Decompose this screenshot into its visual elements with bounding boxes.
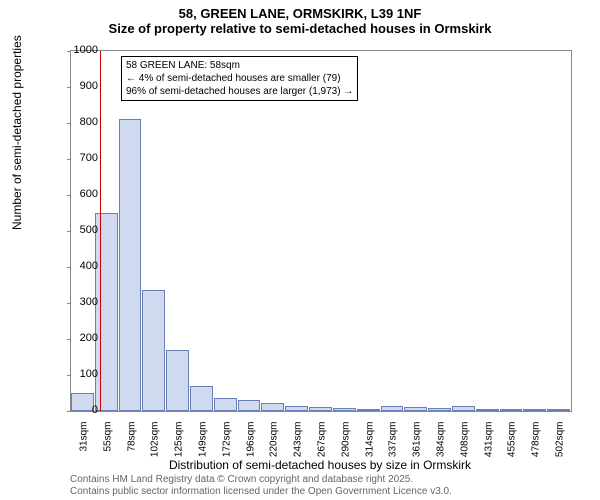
annotation-line2: ← 4% of semi-detached houses are smaller… — [126, 72, 353, 85]
footer-line2: Contains public sector information licen… — [70, 486, 452, 498]
x-tick-label: 384sqm — [436, 422, 447, 462]
y-tick-label: 200 — [58, 332, 98, 344]
y-tick-label: 600 — [58, 188, 98, 200]
histogram-bar — [452, 406, 475, 411]
x-tick-label: 502sqm — [555, 422, 566, 462]
x-axis-label: Distribution of semi-detached houses by … — [70, 458, 570, 472]
histogram-bar — [500, 409, 523, 411]
histogram-bar — [547, 409, 570, 411]
x-tick-label: 455sqm — [507, 422, 518, 462]
histogram-bar — [261, 403, 284, 411]
x-tick-label: 102sqm — [150, 422, 161, 462]
histogram-bar — [476, 409, 499, 411]
y-tick-label: 800 — [58, 116, 98, 128]
y-tick-label: 900 — [58, 80, 98, 92]
histogram-bar — [214, 398, 237, 411]
x-tick-label: 125sqm — [174, 422, 185, 462]
x-tick-label: 314sqm — [364, 422, 375, 462]
plot-area: 58 GREEN LANE: 58sqm ← 4% of semi-detach… — [70, 50, 572, 412]
histogram-bar — [357, 409, 380, 411]
footer-line1: Contains HM Land Registry data © Crown c… — [70, 474, 452, 486]
chart-subtitle: Size of property relative to semi-detach… — [0, 21, 600, 40]
x-tick-label: 172sqm — [221, 422, 232, 462]
histogram-bar — [190, 386, 213, 411]
x-tick-label: 55sqm — [102, 422, 113, 462]
y-axis-label: Number of semi-detached properties — [10, 35, 24, 230]
histogram-bar — [95, 213, 118, 411]
footer-text: Contains HM Land Registry data © Crown c… — [70, 474, 452, 498]
histogram-bar — [381, 406, 404, 411]
y-tick-label: 1000 — [58, 44, 98, 56]
annotation-line3: 96% of semi-detached houses are larger (… — [126, 85, 353, 98]
x-tick-label: 478sqm — [531, 422, 542, 462]
x-tick-label: 408sqm — [459, 422, 470, 462]
x-tick-label: 267sqm — [317, 422, 328, 462]
x-tick-label: 149sqm — [197, 422, 208, 462]
x-tick-label: 196sqm — [245, 422, 256, 462]
x-tick-label: 31sqm — [78, 422, 89, 462]
chart-title: 58, GREEN LANE, ORMSKIRK, L39 1NF — [0, 0, 600, 21]
y-tick-label: 300 — [58, 296, 98, 308]
y-tick-label: 0 — [58, 404, 98, 416]
histogram-bar — [166, 350, 189, 411]
chart-container: 58, GREEN LANE, ORMSKIRK, L39 1NF Size o… — [0, 0, 600, 500]
annotation-box: 58 GREEN LANE: 58sqm ← 4% of semi-detach… — [121, 56, 358, 101]
histogram-bar — [523, 409, 546, 411]
histogram-bar — [119, 119, 142, 411]
y-tick-label: 400 — [58, 260, 98, 272]
histogram-bar — [238, 400, 261, 411]
x-tick-label: 337sqm — [388, 422, 399, 462]
reference-line — [100, 51, 101, 411]
annotation-line1: 58 GREEN LANE: 58sqm — [126, 59, 353, 72]
histogram-bar — [309, 407, 332, 411]
x-tick-label: 431sqm — [483, 422, 494, 462]
x-tick-label: 290sqm — [340, 422, 351, 462]
histogram-bar — [333, 408, 356, 411]
y-tick-label: 500 — [58, 224, 98, 236]
y-tick-label: 100 — [58, 368, 98, 380]
x-tick-label: 361sqm — [412, 422, 423, 462]
x-tick-label: 78sqm — [126, 422, 137, 462]
x-tick-label: 243sqm — [293, 422, 304, 462]
histogram-bar — [285, 406, 308, 411]
y-tick-label: 700 — [58, 152, 98, 164]
histogram-bar — [142, 290, 165, 411]
histogram-bar — [428, 408, 451, 411]
histogram-bar — [404, 407, 427, 411]
x-tick-label: 220sqm — [269, 422, 280, 462]
